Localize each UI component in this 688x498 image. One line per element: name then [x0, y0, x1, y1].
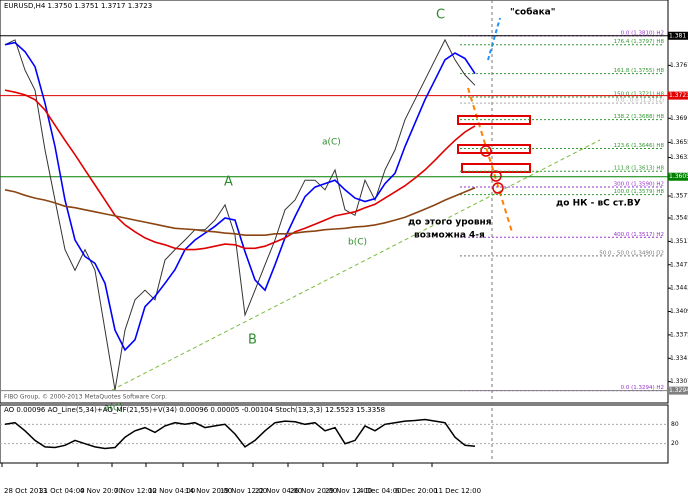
y-tick-label: 1.369	[670, 115, 687, 122]
series-line	[4, 89, 476, 251]
y-tick-label: 1.3545	[670, 215, 688, 222]
price-label-box	[668, 91, 688, 100]
x-tick-label: 11 Dec 12:00	[434, 487, 481, 495]
wave-label: B	[248, 333, 257, 348]
price-label-box	[668, 386, 688, 395]
annotation: "собака"	[510, 7, 555, 18]
target-box	[461, 163, 531, 173]
x-tick-label: 4 Nov 20:00	[80, 487, 123, 495]
price-label-box	[668, 31, 688, 40]
fib-label: 0.0 (1.3810) H2	[621, 30, 664, 36]
price-label-box	[668, 172, 688, 181]
fib-label: 0.0 - 0.0 (1.3712)	[616, 98, 664, 104]
annotation: до этого уровня	[408, 218, 492, 228]
panel-tick-label: 20	[671, 440, 679, 447]
y-tick-label: 1.3443	[670, 285, 688, 292]
forecast-line	[467, 87, 513, 233]
x-tick-label: 14 Nov 20:00	[185, 487, 232, 495]
target-circle	[492, 182, 504, 194]
plot-layer: 0.0 (1.3810) H2 176.4 (1.3797) H8 161.8 (1…	[0, 30, 668, 392]
series-line	[4, 41, 476, 352]
fib-label: 161.8 (1.3755) H8	[614, 68, 665, 74]
y-tick-label: 1.3577	[670, 192, 688, 199]
y-tick-label: 1.3375	[670, 331, 688, 338]
price-label: 1.3723	[669, 92, 688, 99]
x-tick-label: 12 Nov 04:00	[148, 487, 195, 495]
forecast-line	[487, 17, 501, 61]
target-circle	[480, 145, 492, 157]
price-label: 1.3294	[669, 387, 688, 394]
panel-frame	[0, 404, 669, 464]
price-label: 1.381	[669, 32, 686, 39]
fib-label: 50.0 - 50.0 (1.3490) D2	[599, 250, 664, 256]
x-tick-label: 4 Dec 04:00	[359, 487, 402, 495]
main-plot-frame	[0, 0, 669, 404]
fib-label: 400.0 (1.3517) H2	[614, 232, 664, 238]
y-tick-label: 1.3767	[670, 62, 688, 69]
panel-tick-label: 80	[671, 421, 679, 428]
x-tick-label: 19 Nov 12:00	[220, 487, 267, 495]
annotation: возможна 4-я	[414, 231, 485, 241]
fib-label: 150.0 (1.3721) H8	[614, 91, 665, 97]
x-tick-label: 28 Oct 2013	[4, 487, 47, 495]
x-tick-label: 6 Dec 20:00	[395, 487, 438, 495]
chart-title: EURUSD,H4 1.3750 1.3751 1.3717 1.3723	[4, 2, 152, 10]
price-label: 1.3605	[669, 173, 688, 180]
fib-label: 123.6 (1.3646) H8	[614, 143, 665, 149]
fib-label: 100.0 (1.3579) H8	[614, 189, 665, 195]
x-tick-label: 7 Nov 12:00	[114, 487, 157, 495]
x-tick-label: 29 Nov 12:00	[325, 487, 372, 495]
fib-label: 300.0 (1.3590) H2	[614, 182, 664, 188]
x-tick-label: 31 Oct 04:00	[39, 487, 85, 495]
series-line	[4, 186, 476, 236]
y-tick-label: 1.3655	[670, 139, 688, 146]
y-tick-label: 1.3307	[670, 378, 688, 385]
wave-label: a(C)	[104, 404, 123, 414]
wave-label: b(C)	[348, 238, 367, 248]
y-tick-label: 1.3477	[670, 261, 688, 268]
y-tick-label: 1.3409	[670, 308, 688, 315]
panel-title: AO 0.00096 AO_Line(5,34)+AO_MF(21,55)+V(…	[4, 406, 385, 414]
wave-label: a(C)	[322, 138, 341, 148]
fib-label: 111.8 (1.3613) H8	[614, 166, 665, 172]
fib-label: 176.4 (1.3797) H8	[614, 39, 665, 45]
y-tick-label: 1.3633	[670, 154, 688, 161]
stoch-line	[4, 418, 476, 450]
fib-label: 138.2 (1.3688) H8	[614, 114, 665, 120]
trend-line	[111, 139, 601, 391]
wave-label: C	[436, 8, 445, 23]
x-tick-label: 22 Nov 04:00	[255, 487, 302, 495]
watermark: FIBO Group, © 2000-2013 MetaQuotes Softw…	[4, 394, 167, 401]
wave-label: A	[224, 175, 233, 190]
x-tick-label: 26 Nov 20:00	[290, 487, 337, 495]
fib-label: 0.0 (1.3294) H2	[621, 385, 664, 391]
annotation: до НК - вС ст.ВУ	[556, 199, 641, 209]
